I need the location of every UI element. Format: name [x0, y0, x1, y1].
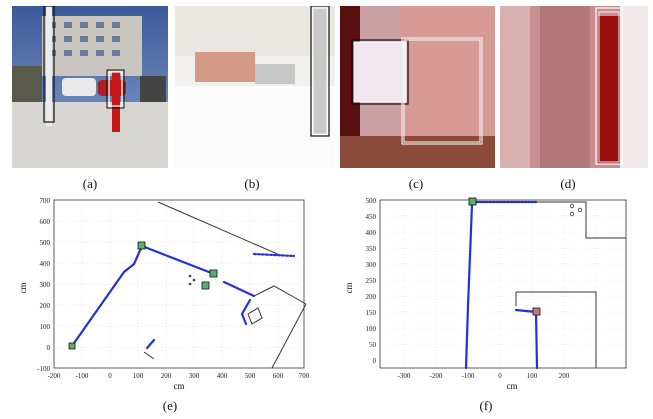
tick-f-y0: 500	[366, 197, 377, 205]
tick-e-y1: 600	[40, 218, 51, 226]
trajectory-f	[464, 200, 539, 370]
tick-e-y5: 200	[40, 302, 51, 310]
caption-c: (c)	[408, 176, 424, 191]
photo-panel-a	[12, 6, 168, 168]
scatter-plot-e: -200 -100 0 100 200 300 400 500 600 700 …	[14, 196, 314, 392]
tick-e-y2: 500	[40, 239, 51, 247]
photo-panel-b	[175, 6, 335, 168]
map-walls-f	[515, 201, 626, 368]
tick-f-y10: 0	[373, 357, 377, 365]
photo-panel-c	[340, 6, 495, 168]
xlabel-e: cm	[174, 381, 185, 391]
ylabel-e: cm	[18, 283, 28, 294]
tick-e-x6: 400	[217, 372, 228, 380]
tick-f-y8: 100	[366, 325, 377, 333]
tick-e-x3: 100	[133, 372, 144, 380]
tick-f-y1: 450	[366, 213, 377, 221]
tick-e-y4: 300	[40, 281, 51, 289]
tick-f-y9: 50	[369, 341, 377, 349]
caption-e: (e)	[162, 398, 178, 413]
tick-f-y4: 300	[366, 261, 377, 269]
tick-e-y6: 100	[40, 323, 51, 331]
tick-f-x4: 100	[527, 372, 538, 380]
xlabel-f: cm	[507, 381, 518, 391]
tick-e-y8: -100	[37, 365, 50, 373]
caption-a: (a)	[82, 176, 98, 191]
tick-f-y5: 250	[366, 277, 377, 285]
caption-d: (d)	[560, 176, 576, 191]
tick-e-x5: 300	[189, 372, 200, 380]
tick-e-y3: 400	[40, 260, 51, 268]
tick-f-y6: 200	[366, 293, 377, 301]
tick-e-x7: 500	[245, 372, 256, 380]
landmark-markers-e	[68, 241, 218, 350]
ylabel-f: cm	[344, 283, 354, 294]
trajectory-e	[70, 244, 296, 350]
tick-e-y7: 0	[47, 344, 51, 352]
tick-e-y0: 700	[40, 197, 51, 205]
tick-f-y3: 350	[366, 245, 377, 253]
tick-e-x0: -200	[48, 372, 61, 380]
tick-e-x9: 700	[299, 372, 310, 380]
tick-f-y2: 400	[366, 229, 377, 237]
map-walls-e	[143, 201, 307, 369]
caption-b: (b)	[244, 176, 260, 191]
photo-panel-d	[500, 6, 648, 168]
tick-e-x4: 200	[161, 372, 172, 380]
tick-f-x5: 200	[559, 372, 570, 380]
tick-f-x0: -300	[398, 372, 411, 380]
tick-f-y7: 150	[366, 309, 377, 317]
landmark-markers-f	[468, 197, 541, 316]
scatter-plot-f: -300 -200 -100 0 100 200 500 450 400 350…	[340, 196, 630, 392]
tick-e-x2: 0	[108, 372, 112, 380]
tick-f-x2: -100	[462, 372, 475, 380]
tick-e-x1: -100	[76, 372, 89, 380]
tick-f-x1: -200	[430, 372, 443, 380]
tick-e-x8: 600	[273, 372, 284, 380]
caption-f: (f)	[479, 398, 493, 413]
tick-f-x3: 0	[498, 372, 502, 380]
